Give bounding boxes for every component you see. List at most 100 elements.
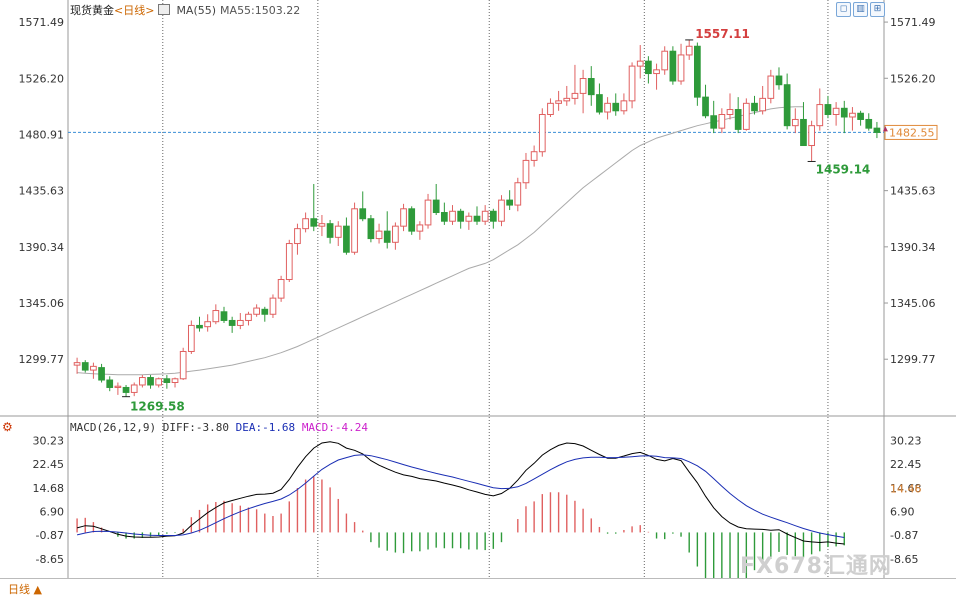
candle-body [179, 350, 187, 380]
candle-body [163, 378, 171, 383]
settings-gear-icon[interactable]: ⚙ [2, 420, 13, 434]
price-tick-right: 1299.77 [890, 353, 936, 366]
macd-tick-left: -0.87 [36, 529, 64, 542]
price-panel-header: 现货黄金<日线> MA(55) MA55:1503.22 [70, 2, 300, 18]
macd-tick-right: 6.90 [890, 505, 915, 518]
last-bar-triangle [882, 126, 888, 132]
price-tick-left: 1571.49 [19, 16, 65, 29]
candle-body [285, 243, 293, 281]
candle-body [98, 367, 105, 381]
candle-body [742, 102, 750, 130]
candle-body [245, 313, 252, 321]
ma-indicator-label[interactable]: MA(55) [176, 4, 217, 17]
candle-body [775, 75, 783, 86]
candle-body [416, 224, 424, 232]
macd-panel-header: MACD(26,12,9) DIFF:-3.80 DEA:-1.68 MACD:… [70, 421, 368, 434]
candle-body [236, 319, 244, 326]
candle-body [130, 384, 138, 393]
candle-body [122, 386, 130, 393]
current-price-box [884, 124, 938, 140]
candle-body [857, 112, 864, 120]
candle-body [408, 208, 416, 232]
candle-body [432, 199, 440, 214]
candle-body [220, 311, 228, 321]
candle-body [849, 112, 856, 118]
price-tick-left: 1435.63 [19, 185, 65, 198]
candle-body [506, 199, 514, 206]
candle-body [359, 208, 367, 220]
ma-legend-swatch [158, 4, 171, 15]
fx678-watermark: FX678汇通网 [740, 554, 892, 579]
candle-body [579, 78, 587, 94]
price-tick-left: 1390.34 [19, 241, 65, 254]
candle-body [685, 45, 693, 56]
macd-tick-left: 22.45 [33, 458, 65, 471]
candle-body [114, 385, 122, 388]
candle-body [587, 78, 595, 96]
candle-body [767, 75, 775, 99]
diff-line [76, 441, 845, 545]
candle-body [106, 379, 114, 388]
candle-body [751, 102, 758, 112]
maximize-icon[interactable]: ⊞ [870, 2, 885, 17]
macd-tick-left: 6.90 [40, 505, 65, 518]
window-icon[interactable]: ◻ [836, 2, 851, 17]
ma55-line [77, 106, 804, 376]
ma-value: MA55:1503.22 [220, 4, 301, 17]
candle-body [139, 377, 146, 386]
candle-body [383, 230, 391, 243]
candle-body [873, 127, 881, 133]
candle-body [481, 210, 489, 222]
candle-body [343, 225, 350, 253]
candle-body [563, 97, 571, 102]
candle-body [367, 218, 375, 240]
macd-params: MACD(26,12,9) [70, 421, 157, 434]
macd-hist-value: MACD:-4.24 [301, 421, 369, 434]
candle-body [155, 378, 163, 386]
candle-body [661, 50, 669, 71]
macd-dea-value: DEA:-1.68 [235, 421, 296, 434]
candle-body [710, 115, 718, 129]
candle-body [187, 324, 195, 352]
candle-body [73, 362, 81, 366]
candle-body [171, 378, 179, 383]
candle-body [269, 297, 277, 315]
candle-body [840, 107, 848, 118]
price-tick-left: 1299.77 [19, 353, 65, 366]
candle-body [440, 212, 448, 222]
candle-body [636, 60, 644, 67]
candle-body [547, 102, 554, 116]
candle-body [800, 118, 807, 147]
candle-body [824, 104, 832, 115]
low-price-label: 1269.58 [130, 400, 185, 414]
macd-tick-right: 14.68 [890, 482, 922, 495]
candle-body [759, 97, 767, 112]
candle-body [808, 125, 815, 147]
candle-body [783, 84, 791, 127]
candle-body [489, 210, 497, 222]
candle-body [694, 45, 701, 98]
candle-body [571, 92, 579, 99]
macd-tick-left: -8.65 [36, 553, 64, 566]
candle-body [261, 308, 269, 315]
period-tag[interactable]: <日线> [114, 4, 155, 17]
price-tick-right: 1435.63 [890, 185, 936, 198]
period-select-button[interactable]: 日线 ▲ [8, 583, 42, 596]
price-tick-left: 1480.91 [19, 128, 65, 141]
candle-body [473, 215, 481, 222]
current-price-label: 1482.55 [889, 126, 935, 139]
toggle-icon[interactable]: ▥ [853, 2, 868, 17]
candle-body [400, 208, 407, 227]
macd-tick-right: -0.87 [890, 529, 918, 542]
candle-body [604, 102, 611, 113]
candle-body [702, 96, 709, 117]
price-tick-right: 1526.20 [890, 72, 936, 85]
candle-body [645, 60, 652, 75]
candle-body [669, 50, 677, 82]
candle-body [538, 114, 546, 153]
candle-body [620, 100, 628, 112]
candle-body [310, 218, 318, 227]
candle-body [677, 54, 685, 82]
candle-body [832, 107, 840, 115]
price-tick-left: 1526.20 [19, 72, 65, 85]
